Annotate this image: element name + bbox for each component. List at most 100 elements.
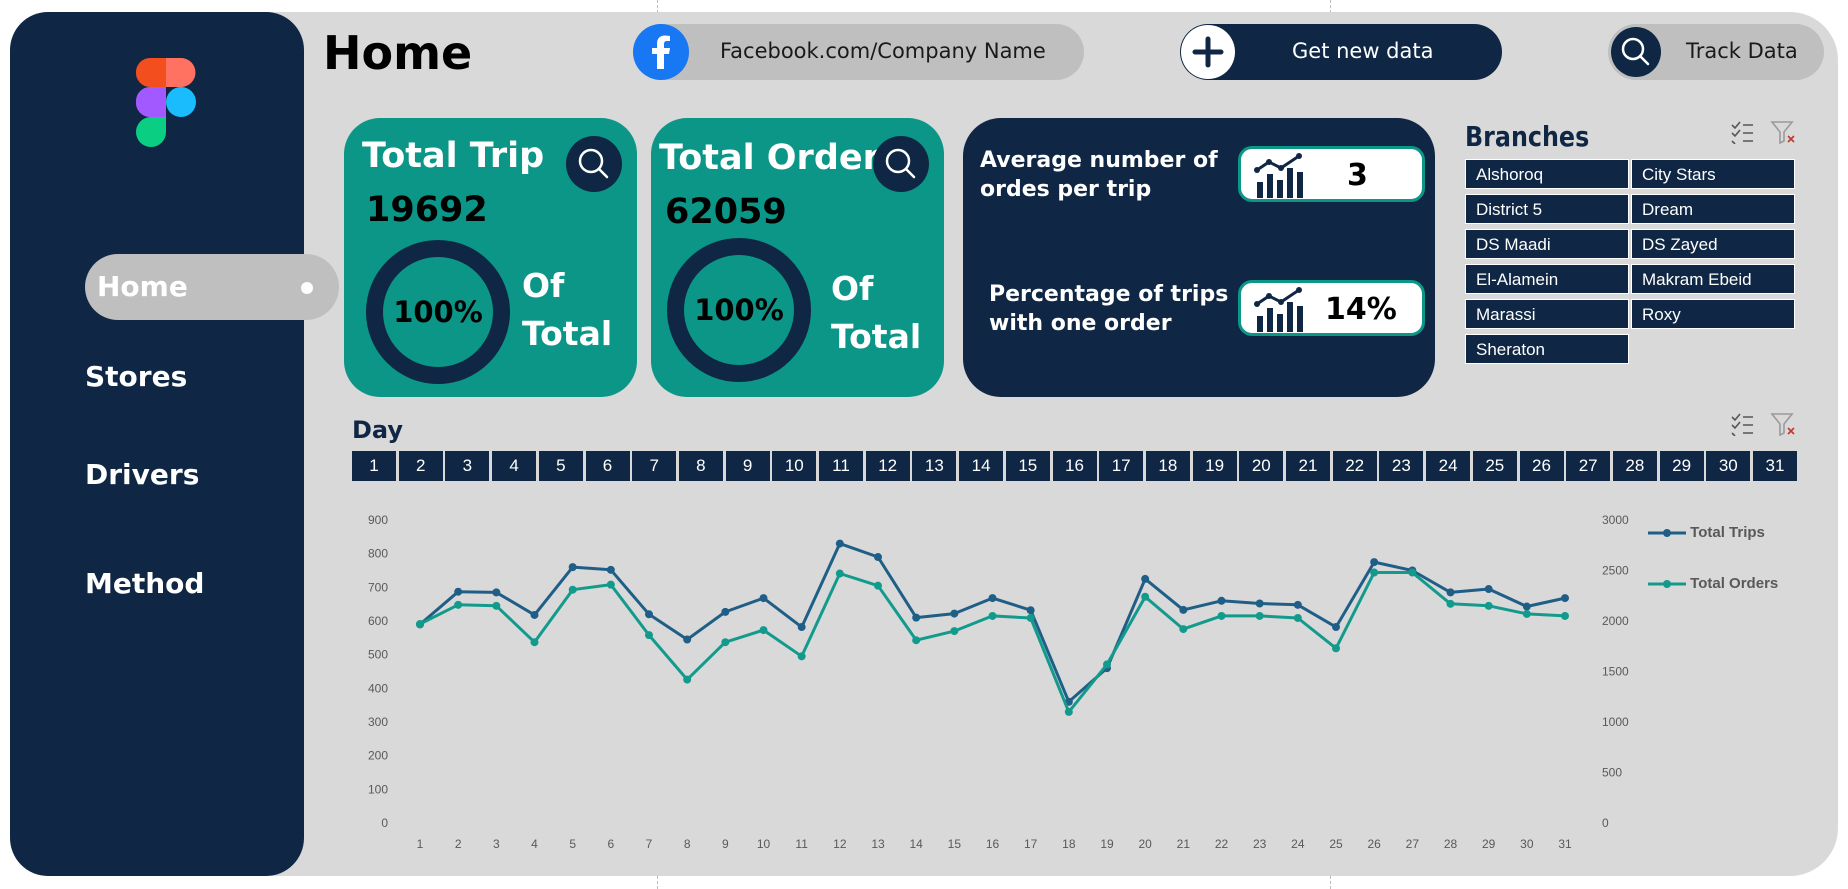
day-item[interactable]: 17	[1099, 451, 1144, 481]
branch-item[interactable]: Makram Ebeid	[1631, 264, 1795, 294]
y-right-tick-label: 500	[1602, 766, 1622, 780]
branch-item[interactable]: District 5	[1465, 194, 1629, 224]
x-tick-label: 18	[1062, 837, 1076, 851]
day-item[interactable]: 9	[725, 451, 770, 481]
nav-item-stores[interactable]: Stores	[85, 360, 188, 393]
day-item[interactable]: 24	[1426, 451, 1471, 481]
sidebar	[10, 12, 304, 876]
data-point-total-orders	[874, 581, 882, 590]
branch-item[interactable]: Sheraton	[1465, 334, 1629, 364]
day-item[interactable]: 31	[1753, 451, 1797, 481]
data-point-total-trips	[1522, 602, 1531, 611]
figma-logo-icon	[135, 58, 196, 147]
data-point-total-orders	[1484, 601, 1493, 610]
nav-item-home[interactable]: Home	[85, 254, 339, 320]
day-item[interactable]: 8	[678, 451, 723, 481]
day-item[interactable]: 11	[819, 451, 863, 481]
total-trip-search-icon[interactable]	[566, 136, 622, 192]
branch-item[interactable]: Dream	[1631, 194, 1795, 224]
day-item[interactable]: 12	[865, 451, 910, 481]
day-item[interactable]: 1	[352, 451, 396, 481]
day-item[interactable]: 21	[1286, 451, 1330, 481]
day-item[interactable]: 18	[1145, 451, 1190, 481]
y-left-tick-label: 300	[368, 715, 388, 729]
x-tick-label: 4	[531, 837, 538, 851]
data-point-total-orders	[1179, 625, 1188, 634]
day-item[interactable]: 23	[1379, 451, 1424, 481]
day-item[interactable]: 20	[1239, 451, 1284, 481]
x-tick-label: 29	[1482, 837, 1496, 851]
x-tick-label: 17	[1024, 837, 1038, 851]
day-item[interactable]: 25	[1472, 451, 1517, 481]
search-icon	[1611, 27, 1661, 77]
x-tick-label: 30	[1520, 837, 1534, 851]
branch-item[interactable]: Marassi	[1465, 299, 1629, 329]
data-point-total-orders	[454, 600, 463, 609]
x-tick-label: 12	[833, 837, 847, 851]
total-order-of-total: Of Total	[831, 265, 921, 361]
y-left-tick-label: 500	[368, 648, 388, 662]
branch-item[interactable]: El-Alamein	[1465, 264, 1629, 294]
day-item[interactable]: 7	[632, 451, 677, 481]
branch-item[interactable]: Roxy	[1631, 299, 1795, 329]
day-item[interactable]: 22	[1332, 451, 1377, 481]
branch-item[interactable]: Alshoroq	[1465, 159, 1629, 189]
day-item[interactable]: 4	[492, 451, 537, 481]
bar-chart-trend-icon	[1254, 287, 1303, 332]
legend-total-orders: Total Orders	[1648, 575, 1778, 592]
day-item[interactable]: 15	[1005, 451, 1050, 481]
day-item[interactable]: 6	[585, 451, 630, 481]
nav-item-drivers[interactable]: Drivers	[85, 458, 200, 491]
day-item[interactable]: 19	[1192, 451, 1237, 481]
y-right-tick-label: 3000	[1602, 513, 1629, 527]
data-point-total-orders	[530, 638, 539, 647]
total-order-search-icon[interactable]	[873, 136, 929, 192]
data-point-total-orders	[1332, 644, 1340, 653]
branch-item[interactable]: DS Maadi	[1465, 229, 1629, 259]
clear-filter-icon[interactable]	[1770, 413, 1795, 437]
facebook-link-button[interactable]: Facebook.com/Company Name	[633, 24, 1084, 80]
data-point-total-orders	[606, 580, 615, 589]
bar-chart-trend-icon	[1254, 153, 1303, 198]
data-point-total-orders	[988, 611, 997, 620]
day-item[interactable]: 10	[772, 451, 817, 481]
data-point-total-orders	[1408, 568, 1417, 577]
branch-item[interactable]: DS Zayed	[1631, 229, 1795, 259]
y-right-tick-label: 0	[1602, 816, 1609, 830]
clear-filter-icon[interactable]	[1770, 121, 1795, 145]
y-left-tick-label: 800	[368, 547, 388, 561]
x-tick-label: 5	[569, 837, 576, 851]
track-data-button[interactable]: Track Data	[1608, 24, 1824, 80]
data-point-total-trips	[1370, 558, 1379, 567]
y-left-tick-label: 200	[368, 749, 388, 763]
day-item[interactable]: 26	[1519, 451, 1564, 481]
day-item[interactable]: 13	[912, 451, 957, 481]
day-item[interactable]: 28	[1612, 451, 1657, 481]
day-item[interactable]: 3	[445, 451, 490, 481]
day-item[interactable]: 5	[538, 451, 583, 481]
data-point-total-trips	[759, 594, 768, 603]
day-item[interactable]: 29	[1659, 451, 1704, 481]
of-label: Of	[522, 266, 565, 305]
day-item[interactable]: 27	[1566, 451, 1611, 481]
series-line-total-trips	[419, 542, 1566, 704]
avg-orders-value: 3	[1347, 158, 1368, 193]
total-order-percent: 100%	[694, 293, 784, 327]
day-item[interactable]: 14	[959, 451, 1004, 481]
x-tick-label: 27	[1406, 837, 1420, 851]
total-label: Total	[522, 314, 613, 353]
nav-item-method[interactable]: Method	[85, 567, 205, 600]
multi-select-icon[interactable]	[1731, 121, 1753, 145]
x-tick-label: 8	[684, 837, 691, 851]
get-new-data-button[interactable]: Get new data	[1180, 24, 1502, 80]
day-item[interactable]: 30	[1706, 451, 1751, 481]
nav-item-home-label: Home	[97, 270, 188, 303]
y-left-tick-label: 0	[381, 816, 388, 830]
day-item[interactable]: 16	[1052, 451, 1097, 481]
day-item[interactable]: 2	[398, 451, 443, 481]
multi-select-icon[interactable]	[1731, 413, 1753, 437]
branch-item[interactable]: City Stars	[1631, 159, 1795, 189]
x-tick-label: 16	[986, 837, 1000, 851]
branches-slicer-controls	[1730, 120, 1800, 145]
legend-total-trips: Total Trips	[1648, 524, 1765, 541]
